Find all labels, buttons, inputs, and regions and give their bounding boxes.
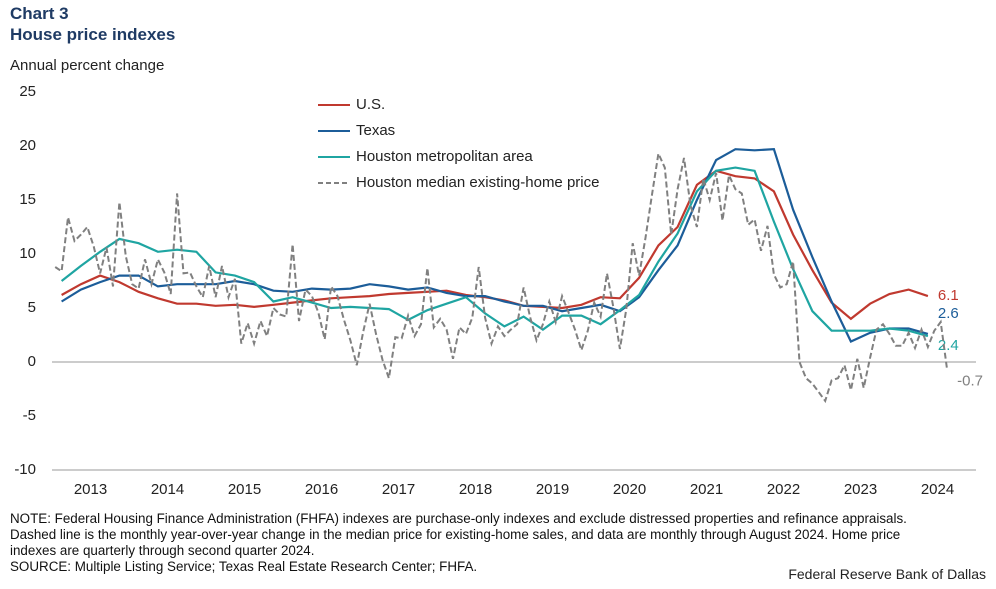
series-line <box>60 166 929 338</box>
x-tick-label: 2021 <box>690 481 723 498</box>
end-value-label: -0.7 <box>957 373 983 390</box>
y-tick-label: 0 <box>28 353 36 370</box>
x-tick-label: 2024 <box>921 481 954 498</box>
end-value-label: 2.6 <box>938 305 959 322</box>
x-tick-label: 2017 <box>382 481 415 498</box>
series-line <box>61 169 929 321</box>
x-tick-label: 2016 <box>305 481 338 498</box>
chart-title: Chart 3 <box>10 4 69 23</box>
legend-label: U.S. <box>356 96 385 113</box>
x-tick-label: 2014 <box>151 481 184 498</box>
x-tick-label: 2013 <box>74 481 107 498</box>
chart-subtitle: House price indexes <box>10 25 176 44</box>
legend-label: Houston metropolitan area <box>356 148 533 165</box>
y-tick-label: 25 <box>19 83 36 100</box>
x-tick-label: 2018 <box>459 481 492 498</box>
notes: NOTE: Federal Housing Finance Administra… <box>10 511 945 575</box>
x-tick-label: 2023 <box>844 481 877 498</box>
y-tick-label: -10 <box>14 461 36 478</box>
y-tick-label: 20 <box>19 137 36 154</box>
source: SOURCE: Multiple Listing Service; Texas … <box>10 559 478 574</box>
note: NOTE: Federal Housing Finance Administra… <box>10 511 907 558</box>
x-tick-label: 2022 <box>767 481 800 498</box>
end-value-label: 6.1 <box>938 287 959 304</box>
y-tick-label: 10 <box>19 245 36 262</box>
series-line <box>54 150 949 404</box>
y-tick-label: 5 <box>28 299 36 316</box>
legend-label: Texas <box>356 122 395 139</box>
credit: Federal Reserve Bank of Dallas <box>788 566 986 582</box>
x-tick-label: 2019 <box>536 481 569 498</box>
y-axis-label: Annual percent change <box>10 57 165 74</box>
x-tick-label: 2020 <box>613 481 646 498</box>
y-tick-label: -5 <box>23 407 36 424</box>
x-tick-label: 2015 <box>228 481 261 498</box>
legend-label: Houston median existing-home price <box>356 174 599 191</box>
y-tick-label: 15 <box>19 191 36 208</box>
end-value-label: 2.4 <box>938 337 959 354</box>
